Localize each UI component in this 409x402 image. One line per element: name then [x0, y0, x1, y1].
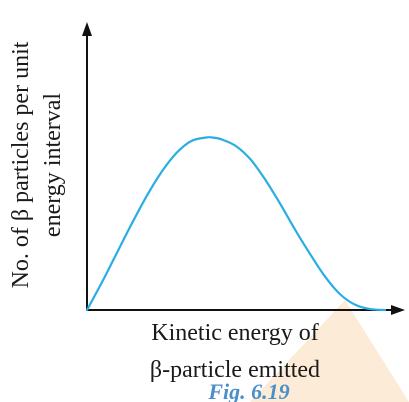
x-axis-arrow [391, 305, 405, 315]
x-axis-label-line-2: β-particle emitted [150, 357, 320, 383]
energy-distribution-curve [85, 136, 387, 312]
watermark-shape [250, 300, 409, 402]
figure-caption: Fig. 6.19 [207, 379, 289, 402]
y-axis-label-line-1: No. of β particles per unit [8, 41, 34, 288]
y-axis-label-line-2: energy interval [40, 93, 66, 237]
y-axis-arrow [82, 22, 92, 36]
x-axis-label-line-1: Kinetic energy of [151, 320, 319, 346]
